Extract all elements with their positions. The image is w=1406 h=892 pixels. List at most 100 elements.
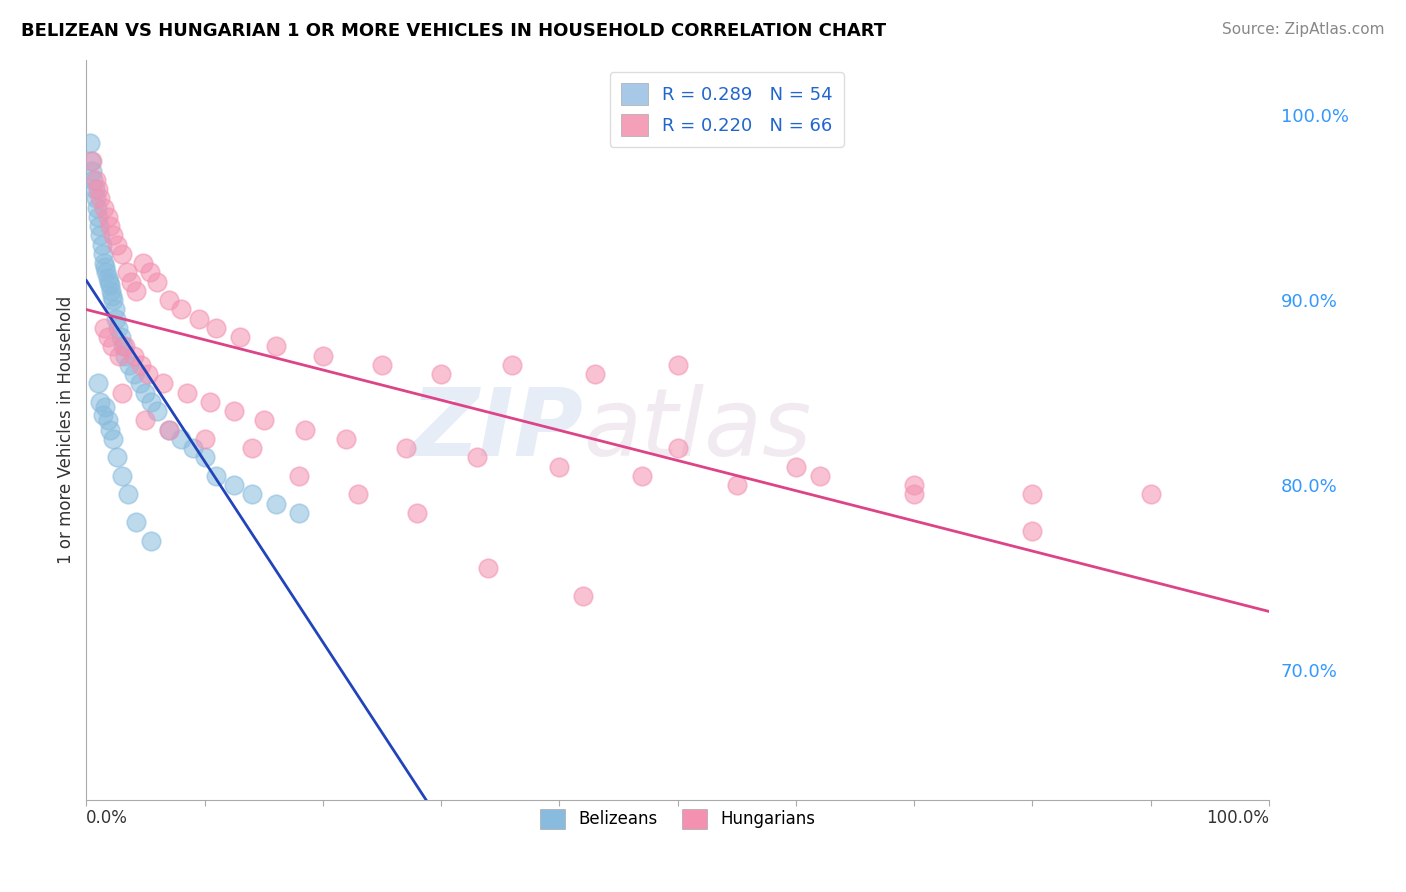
Point <box>114 349 136 363</box>
Point <box>572 589 595 603</box>
Point <box>91 247 114 261</box>
Point <box>264 339 287 353</box>
Point <box>111 385 134 400</box>
Point <box>200 394 222 409</box>
Point <box>103 293 125 307</box>
Text: Source: ZipAtlas.com: Source: ZipAtlas.com <box>1222 22 1385 37</box>
Point <box>101 289 124 303</box>
Point <box>465 450 488 465</box>
Text: BELIZEAN VS HUNGARIAN 1 OR MORE VEHICLES IN HOUSEHOLD CORRELATION CHART: BELIZEAN VS HUNGARIAN 1 OR MORE VEHICLES… <box>21 22 886 40</box>
Point <box>666 358 689 372</box>
Point <box>240 441 263 455</box>
Point <box>115 265 138 279</box>
Point <box>193 432 215 446</box>
Point <box>146 404 169 418</box>
Point <box>111 468 134 483</box>
Point <box>240 487 263 501</box>
Point <box>87 210 110 224</box>
Point <box>187 311 209 326</box>
Point <box>108 349 131 363</box>
Point <box>103 228 125 243</box>
Point <box>406 506 429 520</box>
Point <box>105 237 128 252</box>
Point <box>90 237 112 252</box>
Point <box>80 154 103 169</box>
Point <box>100 284 122 298</box>
Text: atlas: atlas <box>583 384 811 475</box>
Point <box>125 284 148 298</box>
Point <box>141 533 163 548</box>
Point <box>111 339 134 353</box>
Point <box>97 330 120 344</box>
Point <box>94 260 117 274</box>
Point <box>104 302 127 317</box>
Point <box>229 330 252 344</box>
Point <box>666 441 689 455</box>
Point <box>94 401 117 415</box>
Point <box>548 459 571 474</box>
Point <box>477 561 499 575</box>
Point <box>264 497 287 511</box>
Point <box>1021 524 1043 539</box>
Point <box>97 271 120 285</box>
Point <box>101 339 124 353</box>
Point <box>93 201 115 215</box>
Point <box>1139 487 1161 501</box>
Point <box>87 376 110 391</box>
Point <box>288 506 311 520</box>
Point <box>205 468 228 483</box>
Y-axis label: 1 or more Vehicles in Household: 1 or more Vehicles in Household <box>58 295 75 564</box>
Text: ZIP: ZIP <box>411 384 583 475</box>
Text: 0.0%: 0.0% <box>86 809 128 827</box>
Point <box>111 247 134 261</box>
Point <box>288 468 311 483</box>
Point <box>253 413 276 427</box>
Point <box>583 367 606 381</box>
Point <box>136 367 159 381</box>
Point <box>98 219 121 233</box>
Point <box>224 478 246 492</box>
Point <box>89 228 111 243</box>
Point <box>312 349 335 363</box>
Point <box>294 423 316 437</box>
Point <box>430 367 453 381</box>
Point <box>129 358 152 372</box>
Point <box>146 275 169 289</box>
Point <box>371 358 394 372</box>
Point <box>205 321 228 335</box>
Point <box>132 256 155 270</box>
Point <box>501 358 523 372</box>
Point <box>122 367 145 381</box>
Point <box>170 432 193 446</box>
Point <box>152 376 174 391</box>
Point <box>84 191 107 205</box>
Point <box>128 376 150 391</box>
Point <box>107 321 129 335</box>
Point <box>134 413 156 427</box>
Point <box>97 413 120 427</box>
Point <box>114 339 136 353</box>
Point <box>96 265 118 279</box>
Point <box>86 201 108 215</box>
Point <box>97 275 120 289</box>
Point <box>89 394 111 409</box>
Point <box>347 487 370 501</box>
Point <box>903 478 925 492</box>
Point <box>87 182 110 196</box>
Point <box>224 404 246 418</box>
Point <box>157 423 180 437</box>
Point <box>157 293 180 307</box>
Point <box>84 173 107 187</box>
Point <box>157 423 180 437</box>
Point <box>104 311 127 326</box>
Point <box>141 394 163 409</box>
Point <box>97 210 120 224</box>
Point <box>110 330 132 344</box>
Legend: Belizeans, Hungarians: Belizeans, Hungarians <box>533 802 823 836</box>
Point <box>725 478 748 492</box>
Point <box>193 450 215 465</box>
Point <box>83 182 105 196</box>
Point <box>82 154 104 169</box>
Point <box>785 459 807 474</box>
Point <box>181 441 204 455</box>
